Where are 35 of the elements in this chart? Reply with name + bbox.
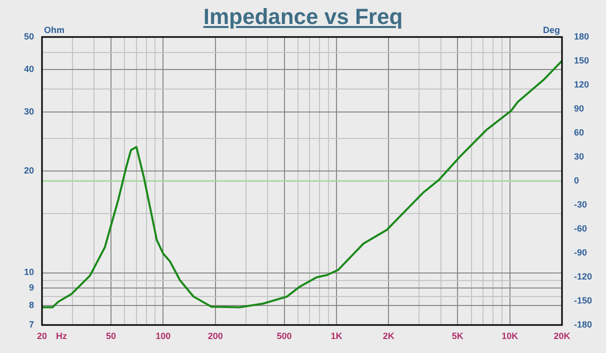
y2-tick-label: 120 xyxy=(574,79,590,90)
y2-tick-label: 150 xyxy=(574,55,590,66)
chart-title: Impedance vs Freq xyxy=(203,4,403,29)
x-tick-label: 20K xyxy=(554,330,571,341)
y-tick-label: 30 xyxy=(24,106,34,116)
x-tick-label: 200 xyxy=(208,330,223,341)
y2-tick-label: -180 xyxy=(574,319,592,330)
y2-tick-label: 30 xyxy=(574,151,584,162)
y2-tick-label: 0 xyxy=(574,175,580,186)
y2-tick-label: -30 xyxy=(574,199,588,210)
x-tick-label: 10K xyxy=(502,330,519,341)
x-tick-label: 50 xyxy=(106,330,116,341)
x-tick-label: 1K xyxy=(330,330,343,341)
x-axis-title: Hz xyxy=(56,330,68,341)
y2-tick-label: -90 xyxy=(574,247,588,258)
x-tick-label: 100 xyxy=(156,330,171,341)
x-tick-label: 20 xyxy=(36,330,48,341)
y2-tick-label: 90 xyxy=(574,103,584,114)
y-tick-label: 40 xyxy=(24,64,34,74)
y-tick-label: 7 xyxy=(28,319,34,330)
y-tick-label: 9 xyxy=(28,282,34,293)
y-tick-label: 50 xyxy=(24,31,34,42)
y-axis-title: Ohm xyxy=(44,24,65,35)
y-tick-label: 10 xyxy=(24,267,34,278)
x-tick-label: 500 xyxy=(276,330,292,341)
y-tick-label: 20 xyxy=(24,166,34,176)
y-tick-label: 8 xyxy=(28,300,34,310)
y2-tick-label: 180 xyxy=(574,31,590,42)
x-tick-label: 5K xyxy=(452,330,464,341)
y2-tick-label: -60 xyxy=(574,223,588,234)
y2-tick-label: -120 xyxy=(574,271,592,282)
x-tick-label: 2K xyxy=(382,330,395,341)
y2-tick-label: 60 xyxy=(574,127,584,138)
y2-axis-title: Deg xyxy=(542,24,560,35)
y2-tick-label: -150 xyxy=(574,295,592,306)
